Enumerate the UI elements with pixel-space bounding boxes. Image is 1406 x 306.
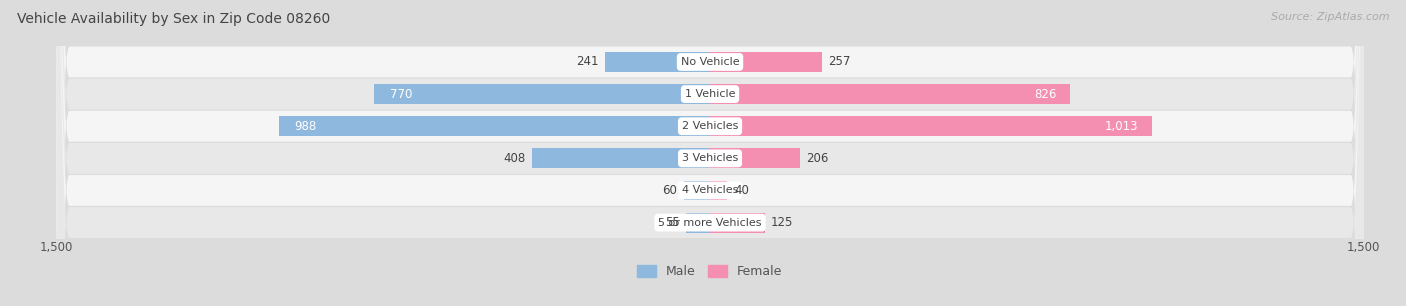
Text: 826: 826 <box>1035 88 1057 101</box>
Text: 40: 40 <box>734 184 749 197</box>
Text: 1 Vehicle: 1 Vehicle <box>685 89 735 99</box>
Bar <box>710 52 823 72</box>
Text: 55: 55 <box>665 216 679 229</box>
Text: 241: 241 <box>576 55 599 69</box>
Text: 988: 988 <box>295 120 316 133</box>
Text: 257: 257 <box>828 55 851 69</box>
Bar <box>710 148 800 168</box>
Bar <box>710 181 727 200</box>
Bar <box>280 116 710 136</box>
Text: 5 or more Vehicles: 5 or more Vehicles <box>658 218 762 228</box>
Text: 125: 125 <box>770 216 793 229</box>
Bar <box>605 52 710 72</box>
Legend: Male, Female: Male, Female <box>633 260 787 283</box>
Bar <box>683 181 710 200</box>
Text: Source: ZipAtlas.com: Source: ZipAtlas.com <box>1271 12 1389 22</box>
Text: 1,013: 1,013 <box>1105 120 1139 133</box>
Text: 770: 770 <box>389 88 412 101</box>
Text: No Vehicle: No Vehicle <box>681 57 740 67</box>
FancyBboxPatch shape <box>56 0 1364 306</box>
Text: 4 Vehicles: 4 Vehicles <box>682 185 738 196</box>
Bar <box>533 148 710 168</box>
Text: 408: 408 <box>503 152 526 165</box>
FancyBboxPatch shape <box>56 0 1364 306</box>
Text: 2 Vehicles: 2 Vehicles <box>682 121 738 131</box>
Bar <box>374 84 710 104</box>
FancyBboxPatch shape <box>56 0 1364 306</box>
Bar <box>710 84 1070 104</box>
Bar <box>710 116 1152 136</box>
FancyBboxPatch shape <box>56 0 1364 306</box>
Text: 60: 60 <box>662 184 678 197</box>
Bar <box>710 213 765 233</box>
Text: Vehicle Availability by Sex in Zip Code 08260: Vehicle Availability by Sex in Zip Code … <box>17 12 330 26</box>
Bar <box>686 213 710 233</box>
Text: 206: 206 <box>807 152 828 165</box>
Text: 3 Vehicles: 3 Vehicles <box>682 153 738 163</box>
FancyBboxPatch shape <box>56 0 1364 306</box>
FancyBboxPatch shape <box>56 0 1364 306</box>
